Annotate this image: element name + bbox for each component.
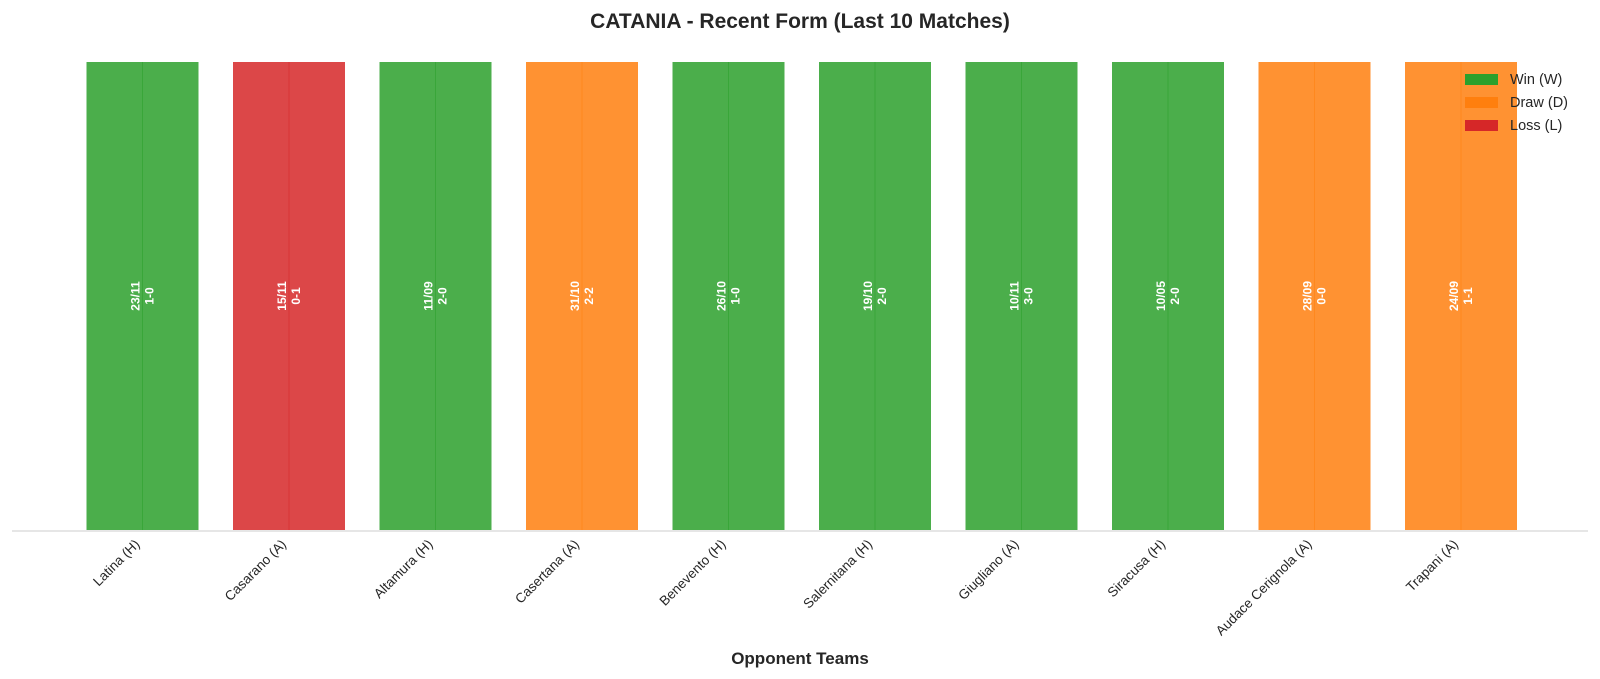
bar-score-1: 0-1 (289, 287, 303, 305)
x-tick-label-4: Benevento (H) (656, 537, 728, 609)
bar-date-2: 11/09 (422, 281, 436, 311)
bar-label-1: 15/110-1 (275, 281, 303, 311)
bar-date-9: 24/09 (1447, 281, 1461, 311)
x-tick-label-9: Trapani (A) (1403, 537, 1461, 595)
x-tick-label-5: Salernitana (H) (800, 537, 875, 612)
bar-score-7: 2-0 (1168, 287, 1182, 305)
legend-swatch-w (1465, 74, 1498, 85)
x-axis-label: Opponent Teams (731, 649, 869, 668)
bar-score-4: 1-0 (729, 287, 743, 305)
legend-label-w: Win (W) (1510, 72, 1562, 88)
bar-date-7: 10/05 (1154, 281, 1168, 311)
bar-date-6: 10/11 (1008, 281, 1022, 311)
x-tick-label-2: Altamura (H) (371, 537, 436, 602)
bar-score-6: 3-0 (1022, 287, 1036, 305)
x-tick-label-8: Audace Cerignola (A) (1213, 537, 1315, 639)
bar-date-5: 19/10 (861, 281, 875, 311)
bar-label-5: 19/102-0 (861, 281, 889, 311)
x-tick-label-6: Giugliano (A) (955, 537, 1021, 603)
bar-score-5: 2-0 (875, 287, 889, 305)
bar-date-0: 23/11 (129, 281, 143, 311)
bar-label-9: 24/091-1 (1447, 281, 1475, 311)
bar-date-1: 15/11 (275, 281, 289, 311)
bar-score-2: 2-0 (436, 287, 450, 305)
bar-score-8: 0-0 (1315, 287, 1329, 305)
bar-label-6: 10/113-0 (1008, 281, 1036, 311)
bar-label-2: 11/092-0 (422, 281, 450, 311)
x-tick-label-3: Casertana (A) (512, 537, 582, 607)
x-tick-label-7: Siracusa (H) (1104, 537, 1168, 601)
bar-date-4: 26/10 (715, 281, 729, 311)
legend-swatch-d (1465, 97, 1498, 108)
bar-label-3: 31/102-2 (568, 281, 596, 311)
bar-label-0: 23/111-0 (129, 281, 157, 311)
legend-swatch-l (1465, 120, 1498, 131)
x-tick-label-1: Casarano (A) (222, 537, 289, 604)
bar-score-3: 2-2 (582, 287, 596, 305)
bar-score-0: 1-0 (143, 287, 157, 305)
chart-title: CATANIA - Recent Form (Last 10 Matches) (590, 10, 1010, 33)
legend: Win (W) Draw (D) Loss (L) (1465, 72, 1568, 134)
bars-group: 23/111-0 15/110-1 11/092-0 31/102-2 26/101-0… (84, 60, 1519, 532)
bar-label-4: 26/101-0 (715, 281, 743, 311)
bar-label-8: 28/090-0 (1301, 281, 1329, 311)
x-tick-label-0: Latina (H) (90, 537, 143, 590)
bar-date-8: 28/09 (1301, 281, 1315, 311)
legend-label-d: Draw (D) (1510, 95, 1568, 111)
x-tick-labels: Latina (H) Casarano (A) Altamura (H) Casert… (90, 537, 1461, 639)
bar-label-7: 10/052-0 (1154, 281, 1182, 311)
bar-score-9: 1-1 (1461, 287, 1475, 305)
bar-date-3: 31/10 (568, 281, 582, 311)
legend-label-l: Loss (L) (1510, 118, 1562, 134)
